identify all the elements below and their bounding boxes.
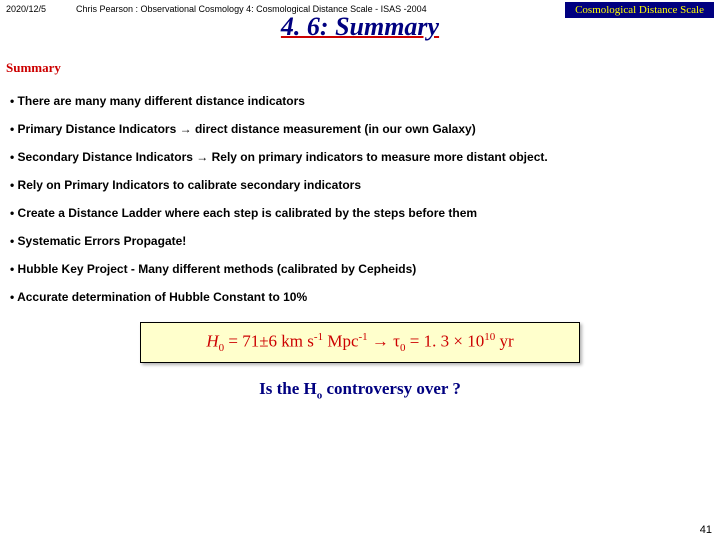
formula-eq: = 71±6 km s bbox=[224, 332, 314, 351]
question-post: controversy over ? bbox=[322, 379, 461, 398]
list-item: Systematic Errors Propagate! bbox=[10, 234, 710, 248]
list-item: Accurate determination of Hubble Constan… bbox=[10, 290, 710, 304]
formula-tail: yr bbox=[495, 332, 513, 351]
list-item: Primary Distance Indicators → direct dis… bbox=[10, 122, 710, 136]
list-item: Rely on Primary Indicators to calibrate … bbox=[10, 178, 710, 192]
list-item: Hubble Key Project - Many different meth… bbox=[10, 262, 710, 276]
formula-h: H bbox=[206, 332, 218, 351]
question-line: Is the Ho controversy over ? bbox=[0, 379, 720, 401]
formula-sup1: -1 bbox=[314, 331, 323, 343]
formula-box: H0 = 71±6 km s-1 Mpc-1 → τ0 = 1. 3 × 101… bbox=[140, 322, 580, 363]
list-item: There are many many different distance i… bbox=[10, 94, 710, 108]
bullet-list: There are many many different distance i… bbox=[0, 76, 720, 304]
formula-eq2: = 1. 3 × 10 bbox=[406, 332, 485, 351]
list-item: Secondary Distance Indicators → Rely on … bbox=[10, 150, 710, 164]
slide-header: 2020/12/5 Chris Pearson : Observational … bbox=[0, 0, 720, 18]
section-heading: Summary bbox=[0, 42, 720, 76]
formula-mid: Mpc bbox=[323, 332, 358, 351]
question-pre: Is the H bbox=[259, 379, 317, 398]
list-item: Create a Distance Ladder where each step… bbox=[10, 206, 710, 220]
header-author: Chris Pearson : Observational Cosmology … bbox=[76, 4, 427, 14]
formula-sup2: -1 bbox=[359, 331, 368, 343]
formula-arrow: → τ bbox=[368, 332, 400, 351]
topic-label: Cosmological Distance Scale bbox=[565, 2, 714, 18]
page-number: 41 bbox=[700, 524, 712, 536]
formula-sup3: 10 bbox=[484, 331, 495, 343]
header-date: 2020/12/5 bbox=[6, 4, 76, 14]
